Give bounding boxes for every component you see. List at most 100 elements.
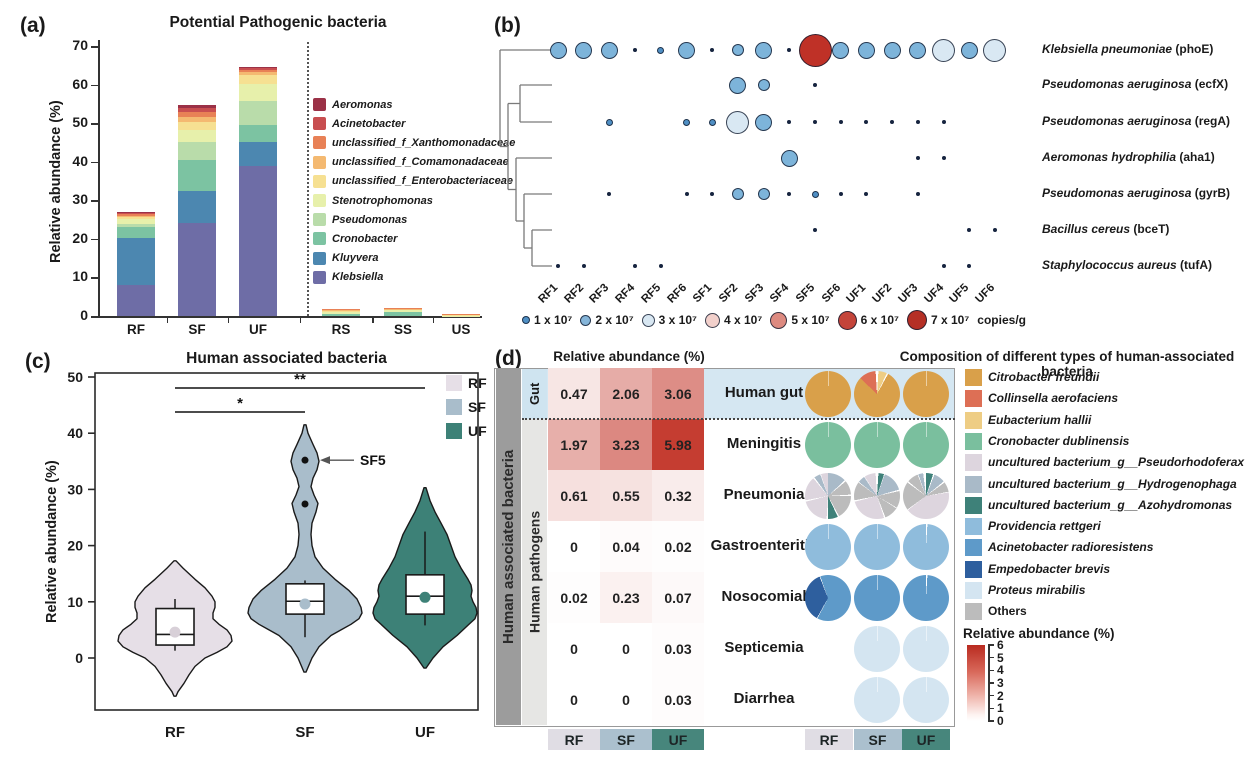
x-tick-mark [372, 316, 374, 323]
bubble-RF6-gyrB [684, 192, 689, 196]
bubble-row-label: Pseudomonas aeruginosa (regA) [1042, 114, 1230, 128]
bubble-UF6-phoE [983, 38, 1007, 62]
sidebar-gut: Gut [521, 369, 547, 419]
gene-name: (ecfX) [1194, 77, 1229, 91]
taxa-name: Eubacterium hallii [988, 412, 1092, 427]
annotation-arrow-head [320, 456, 330, 465]
bar-segment-unclassified_f_Enterobacteriaceae [322, 310, 360, 312]
heat-cell-Septicemia-RF: 0 [548, 623, 600, 674]
bubble-RF4-tufA [633, 264, 638, 268]
panel-d-content: Human associated bacteria Gut Human pathog… [492, 345, 1248, 757]
taxa-swatch-cronobacter [965, 432, 982, 450]
pie-Pneumonia-UF [903, 472, 949, 519]
bar-segment-Cronobacter [178, 159, 216, 191]
significance-label: * [237, 395, 243, 412]
species-name: Pseudomonas aeruginosa [1042, 114, 1195, 128]
bubble-SF6-phoE [832, 41, 850, 59]
bubble-size-legend: 1 x 10⁷ 2 x 10⁷ 3 x 10⁷ 4 x 10⁷ 5 x 10⁷ 6 x 1… [522, 310, 1026, 330]
bubble-SF5-gyrB [811, 190, 819, 198]
pie-Pneumonia-SF [854, 472, 900, 519]
bubble-row-label: Pseudomonas aeruginosa (gyrB) [1042, 186, 1230, 200]
bubble-UF1-phoE [857, 41, 875, 59]
panel-d-heatmap-title: Relative abundance (%) [553, 349, 705, 364]
taxa-swatch-acinetobacter_r [965, 539, 982, 557]
mean-dot-SF [299, 598, 311, 610]
legend-swatch-unclassified_f_Xanthomonadaceae [313, 136, 326, 150]
bubble-UF4-tufA [941, 264, 946, 268]
bubble-SF3-regA [755, 113, 773, 131]
outlier-dot-SF [301, 456, 309, 464]
bubble-UF4-regA [941, 120, 946, 124]
pie-Diarrhea-SF [854, 676, 900, 723]
gene-name: (tufA) [1180, 258, 1213, 272]
heat-col-chip-UF: UF [652, 729, 704, 750]
bubble-RF2-tufA [581, 264, 586, 268]
heat-cell-Gastroenteritis-RF: 0 [548, 521, 600, 572]
bar-segment-unclassified_f_Enterobacteriaceae [384, 309, 422, 311]
pie-col-chip-SF: SF [853, 729, 902, 750]
taxa-swatch-providencia [965, 518, 982, 536]
taxa-swatch-collinsella [965, 390, 982, 408]
heat-cell-Gastroenteritis-SF: 0.04 [600, 521, 652, 572]
species-name: Pseudomonas aeruginosa [1042, 77, 1195, 91]
colorbar-tick-mark [988, 669, 994, 672]
bar-segment-unclassified_f_Enterobacteriaceae [117, 216, 155, 219]
bubble-RF2-phoE [575, 41, 593, 59]
taxa-name: Acinetobacter radioresistens [988, 540, 1154, 555]
bar-segment-Acinetobacter [178, 108, 216, 112]
heat-cell-Diarrhea-UF: 0.03 [652, 674, 704, 725]
bar-segment-Stenotrophomonas [117, 218, 155, 224]
bar-segment-Klebsiella [117, 285, 155, 316]
row-label-Diarrhea: Diarrhea [733, 690, 795, 707]
legend-item-Klebsiella: Klebsiella [313, 270, 383, 284]
bubble-SF4-gyrB [787, 192, 792, 196]
colorbar-tick-label: 0 [997, 714, 1004, 728]
panel-b-plot-area: Klebsiella pneumoniae (phoE) Pseudomonas … [490, 8, 1248, 342]
bubble-row-label: Klebsiella pneumoniae (phoE) [1042, 42, 1213, 56]
bubble-SF6-gyrB [838, 192, 843, 196]
pie-Septicemia-SF [854, 625, 900, 672]
bar-segment-Acinetobacter [117, 213, 155, 215]
taxa-legend-item-others: Others [965, 603, 1027, 621]
bubble-SF1-gyrB [710, 192, 715, 196]
colorbar-tick-label: 5 [997, 650, 1004, 665]
pie-Gastroenteritis-RF [805, 523, 851, 570]
legend-swatch-unclassified_f_Enterobacteriaceae [313, 174, 326, 188]
stacked-bar-RS [322, 309, 360, 316]
legend-item-unclassified_f_Comamonadaceae: unclassified_f_Comamonadaceae [313, 155, 509, 169]
bar-segment-Aeromonas [239, 66, 277, 69]
y-tick-mark [91, 200, 98, 202]
legend-label: unclassified_f_Enterobacteriaceae [332, 175, 513, 188]
legend-item-Cronobacter: Cronobacter [313, 232, 397, 246]
pie-Gastroenteritis-UF [903, 523, 949, 570]
bubble-SF4-regA [787, 120, 792, 124]
bar-segment-Aeromonas [117, 212, 155, 214]
bar-segment-unclassified_f_Xanthomonadaceae [239, 69, 277, 72]
legend-item: 7 x 10⁷ [906, 310, 969, 330]
bar-segment-unclassified_f_Xanthomonadaceae [178, 111, 216, 117]
bubble-RF3-regA [605, 118, 613, 126]
bubble-UF5-tufA [967, 264, 972, 268]
panel-c-label: (c) [25, 350, 51, 373]
x-category-label-SS: SS [393, 322, 412, 337]
taxa-name: Cronobacter dublinensis [988, 433, 1130, 448]
bar-segment-Kluyvera [239, 141, 277, 166]
colorbar-title: Relative abundance (%) [963, 626, 1115, 641]
taxa-name: Empedobacter brevis [988, 561, 1111, 576]
pie-col-chip-UF: UF [902, 729, 950, 750]
bar-segment-unclassified_f_Xanthomonadaceae [117, 214, 155, 216]
bubble-SF2-regA [726, 110, 750, 134]
bubble-UF2-regA [890, 120, 895, 124]
pie-Diarrhea-UF [903, 676, 949, 723]
bubble-SF4-phoE [787, 48, 792, 52]
stacked-bar-US [442, 314, 480, 316]
x-tick-mark [299, 316, 302, 323]
taxa-name: Others [988, 604, 1027, 619]
taxa-legend-item-empedobacter: Empedobacter brevis [965, 560, 1111, 578]
taxa-name: Providencia rettgeri [988, 519, 1101, 534]
colorbar-gradient [967, 645, 985, 721]
mean-dot-RF [169, 626, 181, 638]
legend-circle [704, 312, 720, 328]
bar-segment-unclassified_f_Comamonadaceae [178, 116, 216, 122]
